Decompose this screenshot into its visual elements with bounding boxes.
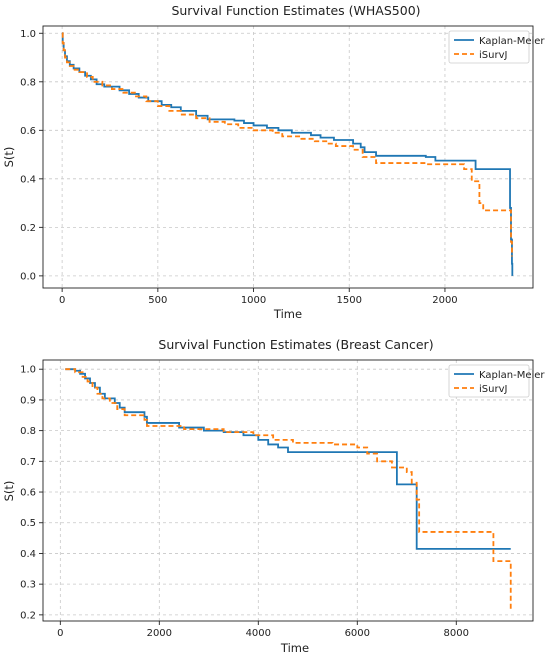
y-tick-label: 0.8 — [20, 77, 36, 88]
chart-title: Survival Function Estimates (WHAS500) — [171, 3, 420, 18]
y-tick-label: 0.2 — [20, 610, 36, 621]
x-tick-label: 2000 — [147, 628, 172, 639]
legend-label-kaplan-meier: Kaplan-Meier — [479, 370, 545, 381]
legend-label-kaplan-meier: Kaplan-Meier — [479, 36, 545, 47]
series-line-isurvj — [61, 32, 513, 257]
x-tick-label: 500 — [148, 295, 167, 306]
y-tick-label: 0.7 — [20, 457, 36, 468]
series-line-kaplan-meier — [61, 32, 514, 276]
series-line-kaplan-meier — [65, 368, 511, 550]
chart-title: Survival Function Estimates (Breast Canc… — [158, 337, 433, 352]
y-tick-label: 0.4 — [20, 174, 36, 185]
x-tick-label: 0 — [57, 628, 63, 639]
x-tick-label: 6000 — [345, 628, 370, 639]
y-tick-label: 0.4 — [20, 549, 36, 560]
legend-label-isurvj: iSurvJ — [479, 384, 507, 395]
chart-whas500: Survival Function Estimates (WHAS500) 0 5… — [2, 3, 545, 321]
y-tick-label: 0.2 — [20, 223, 36, 234]
y-axis-label: S(t) — [2, 481, 16, 502]
x-tick-label: 1500 — [337, 295, 362, 306]
x-axis-label: Time — [273, 307, 302, 321]
legend-label-isurvj: iSurvJ — [479, 50, 507, 61]
x-tick-label: 4000 — [246, 628, 271, 639]
y-tick-label: 0.8 — [20, 426, 36, 437]
plot-area — [42, 25, 534, 289]
legend-box — [448, 364, 530, 398]
x-tick-label: 0 — [59, 295, 65, 306]
series-line-isurvj — [65, 368, 512, 612]
y-tick-label: 0.3 — [20, 580, 36, 591]
x-tick-label: 1000 — [241, 295, 266, 306]
y-tick-label: 0.6 — [20, 126, 36, 137]
y-tick-label: 0.5 — [20, 518, 36, 529]
legend-box — [448, 30, 530, 64]
x-axis-label: Time — [280, 641, 309, 655]
y-tick-label: 0.6 — [20, 488, 36, 499]
chart-breast-cancer: Survival Function Estimates (Breast Canc… — [2, 337, 545, 655]
plot-area — [42, 359, 534, 622]
x-tick-label: 8000 — [444, 628, 469, 639]
legend: Kaplan-Meier iSurvJ — [448, 364, 545, 398]
y-axis-label: S(t) — [2, 147, 16, 168]
legend: Kaplan-Meier iSurvJ — [448, 30, 545, 64]
y-tick-label: 0.9 — [20, 395, 36, 406]
y-tick-label: 1.0 — [20, 365, 36, 376]
y-tick-label: 0.0 — [20, 271, 36, 282]
x-tick-label: 2000 — [432, 295, 457, 306]
y-tick-label: 1.0 — [20, 29, 36, 40]
